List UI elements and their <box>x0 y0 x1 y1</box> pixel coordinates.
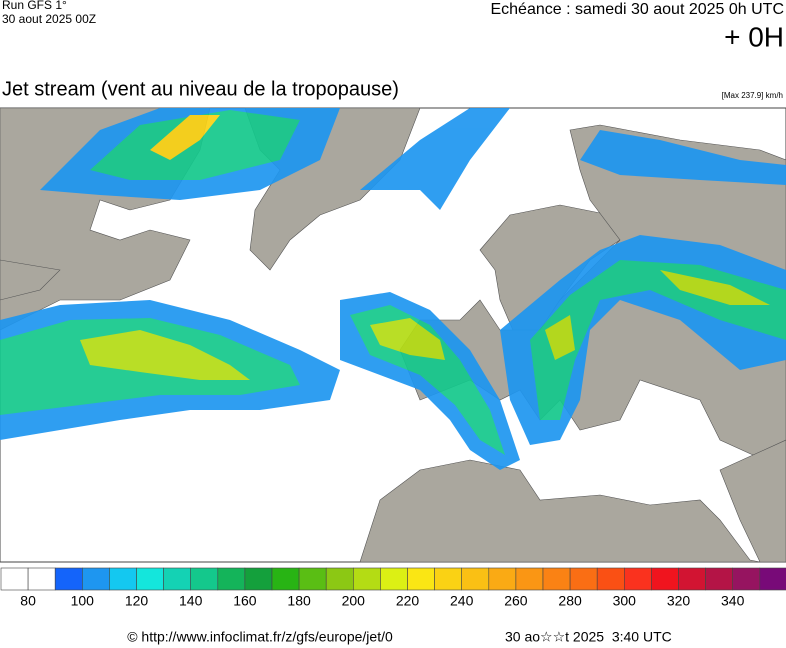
color-swatch <box>488 567 517 591</box>
color-swatch <box>596 567 625 591</box>
color-swatch <box>244 567 273 591</box>
colorbar-label: 340 <box>721 593 745 609</box>
colorbar-label: 100 <box>71 593 95 609</box>
color-swatch <box>461 567 490 591</box>
color-swatch <box>27 567 56 591</box>
color-swatch <box>109 567 137 591</box>
color-swatch <box>190 567 219 591</box>
echeance: Echéance : samedi 30 aout 2025 0h UTC <box>490 1 784 18</box>
color-swatch <box>54 567 83 591</box>
color-swatch <box>82 567 110 591</box>
colorbar-label: 240 <box>450 593 474 609</box>
color-swatch <box>434 567 463 591</box>
colorbar-label: 180 <box>287 593 311 609</box>
colorbar-label: 280 <box>558 593 582 609</box>
color-swatch <box>515 567 544 591</box>
colorbar-label: 220 <box>396 593 420 609</box>
footer-timestamp: 30 ao☆☆t 2025 3:40 UTC <box>505 629 672 645</box>
color-swatch <box>407 567 435 591</box>
color-swatch <box>678 567 706 591</box>
offset: + 0H <box>724 21 784 52</box>
color-swatch <box>136 567 164 591</box>
colorbar-label: 260 <box>504 593 528 609</box>
color-swatch <box>163 567 192 591</box>
colorbar: 80 100 120 140 160 180 200 220 240 260 280 300 320 34… <box>0 567 786 609</box>
color-swatch <box>271 567 300 591</box>
colorbar-label: 80 <box>20 593 36 609</box>
run-label: Run GFS 1° <box>2 0 67 12</box>
map-title: Jet stream (vent au niveau de la tropopa… <box>2 78 399 100</box>
color-swatch <box>380 567 408 591</box>
run-date: 30 aout 2025 00Z <box>2 12 96 26</box>
colorbar-label: 300 <box>613 593 637 609</box>
color-swatch <box>325 567 354 591</box>
color-swatch <box>298 567 327 591</box>
color-swatch <box>0 567 29 591</box>
color-swatch <box>759 567 786 591</box>
color-swatch <box>623 567 652 591</box>
color-swatch <box>217 567 246 591</box>
map <box>0 107 786 563</box>
max-label: [Max 237.9] km/h <box>722 91 783 100</box>
color-swatch <box>569 567 598 591</box>
color-swatch <box>651 567 679 591</box>
color-swatch <box>732 567 761 591</box>
jet-stream <box>0 108 786 470</box>
colorbar-label: 320 <box>667 593 691 609</box>
colorbar-label: 120 <box>125 593 149 609</box>
colorbar-label: 140 <box>179 593 203 609</box>
color-swatch <box>542 567 571 591</box>
footer-url: © http://www.infoclimat.fr/z/gfs/europe/… <box>127 629 393 645</box>
colorbar-label: 200 <box>342 593 366 609</box>
colorbar-label: 160 <box>233 593 257 609</box>
color-swatch <box>352 567 381 591</box>
color-swatch <box>705 567 733 591</box>
